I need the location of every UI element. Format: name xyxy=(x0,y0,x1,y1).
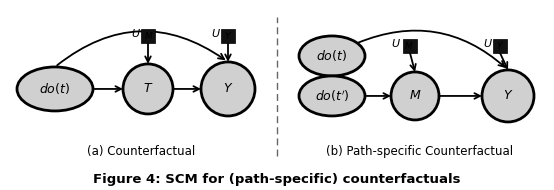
Text: $U$: $U$ xyxy=(131,27,141,39)
Text: $Y$: $Y$ xyxy=(496,40,504,51)
Text: $U$: $U$ xyxy=(391,37,401,49)
Text: $U$: $U$ xyxy=(483,37,493,49)
Ellipse shape xyxy=(299,76,365,116)
Text: $U$: $U$ xyxy=(211,27,221,39)
Bar xyxy=(141,29,155,43)
Ellipse shape xyxy=(299,36,365,76)
Text: $M$: $M$ xyxy=(144,30,153,41)
Text: $M$: $M$ xyxy=(404,40,413,51)
Text: $T$: $T$ xyxy=(143,82,153,95)
Text: $Y$: $Y$ xyxy=(503,89,513,102)
Text: Figure 4: SCM for (path-specific) counterfactuals: Figure 4: SCM for (path-specific) counte… xyxy=(93,173,461,186)
Bar xyxy=(493,39,507,53)
Text: $do(t')$: $do(t')$ xyxy=(315,88,350,104)
Ellipse shape xyxy=(201,62,255,116)
Text: (b) Path-specific Counterfactual: (b) Path-specific Counterfactual xyxy=(326,146,514,158)
Text: $do(t)$: $do(t)$ xyxy=(316,48,347,63)
Bar xyxy=(221,29,235,43)
Ellipse shape xyxy=(123,64,173,114)
Text: $do(t)$: $do(t)$ xyxy=(39,82,70,97)
Text: (a) Counterfactual: (a) Counterfactual xyxy=(88,146,196,158)
Bar xyxy=(403,39,417,53)
Text: $Y$: $Y$ xyxy=(223,82,233,95)
Ellipse shape xyxy=(391,72,439,120)
Text: $Y$: $Y$ xyxy=(224,30,232,41)
Ellipse shape xyxy=(17,67,93,111)
Text: $M$: $M$ xyxy=(409,89,421,102)
Ellipse shape xyxy=(482,70,534,122)
